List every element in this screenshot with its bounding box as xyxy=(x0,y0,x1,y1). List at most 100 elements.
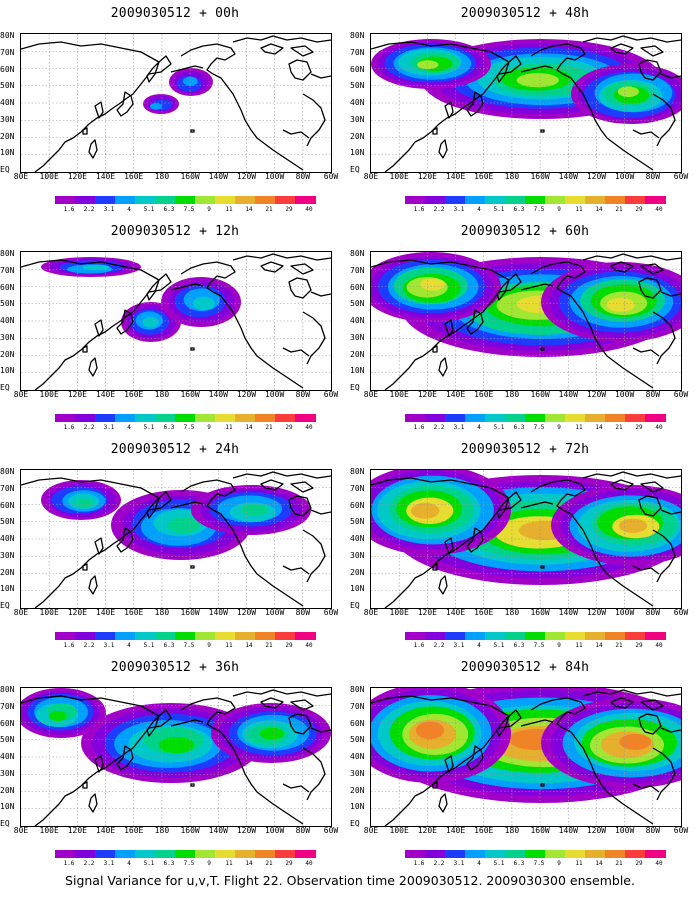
lon-tick-label: 120E xyxy=(417,172,437,181)
lon-tick-label: 140E xyxy=(445,172,466,181)
colorbar-swatch xyxy=(465,196,486,204)
lon-tick-label: 100E xyxy=(39,608,59,617)
colorbar-label: 7.5 xyxy=(183,424,195,431)
colorbar-label: 14 xyxy=(245,206,253,213)
colorbar-label: 9 xyxy=(207,642,211,649)
lon-tick-label: 80W xyxy=(295,172,311,181)
colorbar-swatch xyxy=(255,414,276,422)
colorbar-swatch xyxy=(445,196,466,204)
colorbar-swatch xyxy=(155,850,176,858)
colorbar-label: 29 xyxy=(635,642,643,649)
map-area xyxy=(370,33,682,173)
lat-tick-label: 50N xyxy=(350,735,365,745)
coastlines xyxy=(371,253,681,390)
lat-tick-label: 20N xyxy=(350,567,365,577)
colorbar-swatch xyxy=(505,850,526,858)
colorbar-swatch xyxy=(485,632,506,640)
lon-tick-label: 60W xyxy=(673,826,689,835)
colorbar-label: 6.3 xyxy=(163,642,175,649)
lon-tick-label: 120W xyxy=(236,172,257,181)
lon-tick-label: 60W xyxy=(323,608,339,617)
lon-tick-label: 140W xyxy=(208,390,228,399)
colorbar-label: 1.6 xyxy=(63,642,75,649)
colorbar-label: 1.6 xyxy=(413,424,425,431)
lon-axis: 80E 100E 120E 140E 160E 180 160W 140W 120W 100W 80… xyxy=(350,608,700,618)
colorbar-label: 29 xyxy=(285,424,293,431)
lon-tick-label: 160E xyxy=(124,390,144,399)
lat-tick-label: 10N xyxy=(350,802,365,812)
lat-tick-label: 10N xyxy=(0,366,15,376)
colorbar-label: 3.1 xyxy=(453,860,465,867)
lon-tick-label: 80E xyxy=(363,390,379,399)
lat-tick-label: 80N xyxy=(350,685,365,694)
colorbar-swatch xyxy=(485,850,506,858)
colorbar-swatch xyxy=(215,196,236,204)
lon-tick-label: 60W xyxy=(323,172,339,181)
lon-tick-label: 80W xyxy=(295,608,311,617)
map-area xyxy=(370,469,682,609)
lat-tick-label: 40N xyxy=(350,752,365,761)
map-panel: 2009030512 + 48h 80N 70N 60N 50N 40N 30N 20N 10N… xyxy=(350,0,700,218)
lon-tick-label: 100W xyxy=(614,826,635,835)
colorbar-label: 21 xyxy=(265,860,273,867)
map-panel: 2009030512 + 00h 80N 70N 60N 50N 40N 30N 20N 10N… xyxy=(0,0,350,218)
colorbar-label: 5.1 xyxy=(143,860,155,867)
lat-tick-label: 70N xyxy=(0,47,15,57)
signal-field xyxy=(371,39,681,124)
lat-tick-label: EQ xyxy=(0,383,10,392)
colorbar-label: 5.1 xyxy=(493,206,505,213)
lon-tick-label: 140E xyxy=(95,826,116,835)
colorbar-label: 7.5 xyxy=(533,206,545,213)
lat-tick-label: 80N xyxy=(0,467,15,476)
lat-tick-label: 40N xyxy=(0,752,15,761)
colorbar-label: 4 xyxy=(127,424,131,431)
lon-tick-label: 160W xyxy=(180,826,200,835)
lon-tick-label: 120E xyxy=(417,390,437,399)
colorbar-label: 11 xyxy=(225,642,233,649)
colorbar-swatch xyxy=(405,196,426,204)
lat-tick-label: 40N xyxy=(0,98,15,107)
lon-tick-label: 60W xyxy=(323,826,339,835)
colorbar-label: 40 xyxy=(305,206,313,213)
lon-tick-label: 160W xyxy=(180,390,200,399)
colorbar-swatch xyxy=(95,632,116,640)
colorbar-label: 11 xyxy=(575,642,583,649)
colorbar-swatch xyxy=(525,414,546,422)
lon-axis: 80E 100E 120E 140E 160E 180 160W 140W 120W 100W 80… xyxy=(0,608,350,618)
lon-tick-label: 80E xyxy=(13,826,29,835)
lon-tick-label: 160W xyxy=(530,390,550,399)
lon-tick-label: 120E xyxy=(67,826,87,835)
colorbar-swatch xyxy=(425,850,446,858)
lat-tick-label: 30N xyxy=(0,332,15,342)
lat-tick-label: 40N xyxy=(350,534,365,543)
colorbar-swatch xyxy=(565,632,586,640)
lon-axis: 80E 100E 120E 140E 160E 180 160W 140W 120W 100W 80… xyxy=(350,390,700,400)
colorbar-label: 6.3 xyxy=(513,642,525,649)
lat-tick-label: EQ xyxy=(350,819,360,828)
lon-tick-label: 80W xyxy=(295,826,311,835)
lon-tick-label: 160W xyxy=(530,172,550,181)
colorbar-label: 9 xyxy=(207,860,211,867)
colorbar-swatch xyxy=(115,850,136,858)
colorbar-label: 29 xyxy=(635,860,643,867)
lon-tick-label: 160W xyxy=(530,826,550,835)
signal-field xyxy=(41,480,311,560)
colorbar-label: 7.5 xyxy=(183,860,195,867)
lon-tick-label: 120E xyxy=(67,172,87,181)
colorbar-label: 2.2 xyxy=(433,206,445,213)
lon-tick-label: 100E xyxy=(39,826,59,835)
lon-tick-label: 160E xyxy=(124,172,144,181)
lon-tick-label: 180 xyxy=(154,172,170,181)
colorbar-swatch xyxy=(545,850,566,858)
lon-tick-label: 140W xyxy=(208,172,228,181)
colorbar-swatch xyxy=(605,196,626,204)
panel-title: 2009030512 + 00h xyxy=(110,6,240,21)
colorbar-swatch xyxy=(135,414,156,422)
lon-tick-label: 80E xyxy=(363,608,379,617)
map-area xyxy=(370,251,682,391)
colorbar-swatch xyxy=(95,850,116,858)
colorbar-swatch xyxy=(235,196,256,204)
colorbar-swatch xyxy=(135,850,156,858)
lon-tick-label: 60W xyxy=(673,390,689,399)
lon-tick-label: 120W xyxy=(236,390,257,399)
